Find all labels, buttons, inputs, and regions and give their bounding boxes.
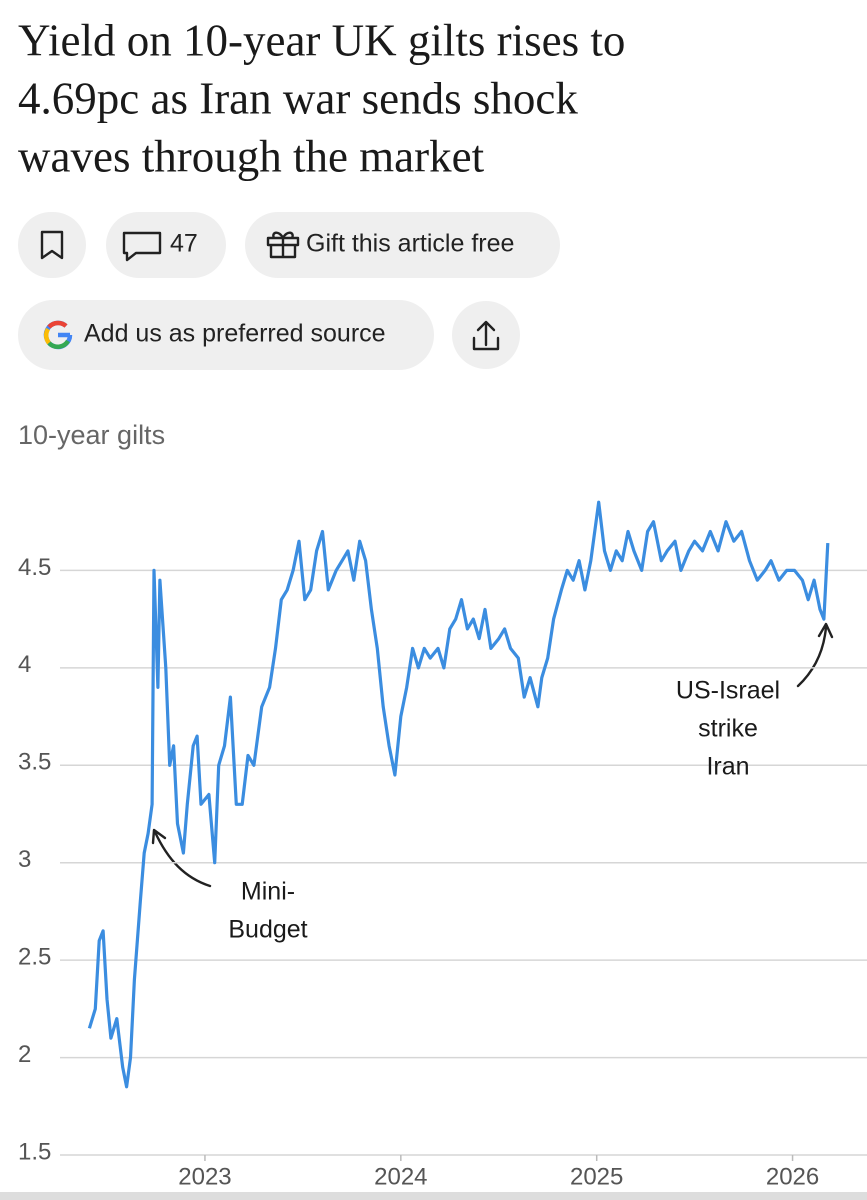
y-tick-label: 3 (18, 846, 31, 873)
y-tick-label: 4 (18, 651, 31, 678)
share-button[interactable] (452, 301, 520, 369)
annotation: US-Israel (676, 677, 780, 705)
headline: waves through the market (18, 131, 485, 181)
bottom-bar (0, 1192, 867, 1200)
y-tick-label: 2.5 (18, 943, 51, 970)
x-tick-label: 2024 (374, 1163, 427, 1190)
chart-title: 10-year gilts (18, 420, 165, 450)
x-tick-label: 2023 (178, 1163, 231, 1190)
x-tick-label: 2025 (570, 1163, 623, 1190)
annotation-arrow (796, 622, 834, 688)
data-line (87, 500, 830, 1089)
bookmark-button[interactable] (18, 212, 86, 278)
annotation-arrow (151, 828, 212, 888)
preferred-source-label: Add us as preferred source (84, 320, 386, 348)
annotation: Budget (228, 916, 307, 944)
plot: 1.5 2 2.5 3 3.5 4 4.5 2023 2024 2025 2026 Mini- Budg… (18, 500, 867, 1190)
x-tick-label: 2026 (766, 1163, 819, 1190)
gift-label: Gift this article free (306, 230, 514, 258)
y-tick-label: 4.5 (18, 554, 51, 581)
annotation: Iran (706, 753, 749, 781)
preferred-source-button[interactable]: Add us as preferred source (18, 300, 434, 370)
y-tick-label: 1.5 (18, 1138, 51, 1165)
y-tick-label: 3.5 (18, 749, 51, 776)
headline: Yield on 10-year UK gilts rises to (18, 15, 625, 65)
y-tick-label: 2 (18, 1041, 31, 1068)
gift-button[interactable]: Gift this article free (245, 212, 560, 278)
headline: 4.69pc as Iran war sends shock (18, 73, 578, 123)
annotation: Mini- (241, 878, 295, 906)
comments-button[interactable]: 47 (106, 212, 226, 278)
annotation: strike (698, 715, 758, 743)
comment-count: 47 (170, 230, 198, 258)
